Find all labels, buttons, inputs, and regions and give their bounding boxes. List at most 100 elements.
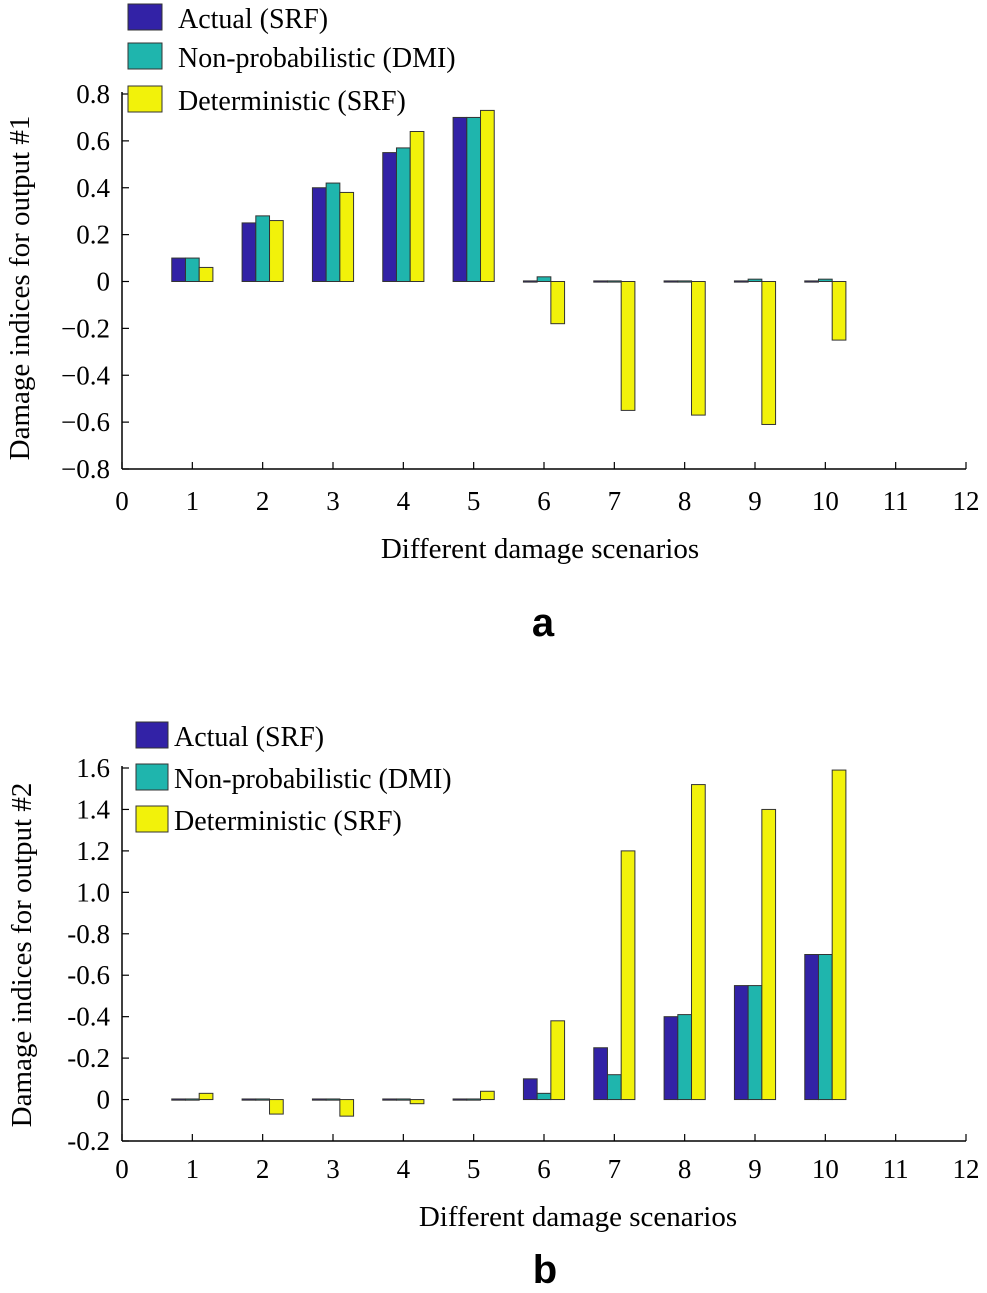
bar-dmi-scenario-6 <box>536 1092 552 1101</box>
legend-label-deterministic: Deterministic (SRF) <box>178 86 406 117</box>
y-tick-label: 0.6 <box>76 126 110 156</box>
y-tick-labels-panel-a: 0.8 0.6 0.4 0.2 0 −0.2 −0.4 −0.6 −0.8 <box>61 79 110 484</box>
bar-deterministic-scenario-3 <box>339 191 355 282</box>
bar-deterministic-scenario-6 <box>550 281 566 325</box>
bar-deterministic-scenario-7 <box>620 850 636 1101</box>
bar-dmi-scenario-1 <box>184 257 200 282</box>
bar-dmi-scenario-3 <box>325 1098 341 1101</box>
bar-dmi-scenario-8 <box>677 280 693 283</box>
x-tick-label: 2 <box>256 1154 270 1184</box>
legend-label-dmi: Non-probabilistic (DMI) <box>178 43 456 74</box>
bar-actual-scenario-9 <box>733 985 749 1101</box>
y-tick-label: −0.4 <box>61 360 110 390</box>
bar-deterministic-scenario-2 <box>269 1099 284 1115</box>
x-tick-label: 4 <box>397 1154 411 1184</box>
x-tick-labels-panel-a: 0 1 2 3 4 5 6 7 8 9 10 11 12 <box>115 486 979 516</box>
bar-actual-scenario-6 <box>522 280 538 283</box>
legend-swatch-dmi <box>135 763 169 791</box>
bar-deterministic-scenario-3 <box>339 1099 355 1117</box>
bar-actual-scenario-1 <box>171 1098 186 1101</box>
y-axis-label-panel-b: Damage indices for output #2 <box>6 783 38 1128</box>
bars-panel-a <box>171 109 847 425</box>
bar-dmi-scenario-7 <box>606 280 622 283</box>
legend-swatch-deterministic <box>135 805 169 833</box>
bar-actual-scenario-10 <box>804 954 819 1101</box>
bar-dmi-scenario-4 <box>395 1098 411 1101</box>
x-tick-label: 7 <box>608 486 622 516</box>
bar-deterministic-scenario-9 <box>761 281 777 425</box>
bar-dmi-scenario-3 <box>325 182 341 282</box>
bar-actual-scenario-6 <box>522 1078 538 1101</box>
bar-actual-scenario-2 <box>241 222 257 283</box>
x-tick-label: 12 <box>953 486 980 516</box>
axes-panel-a <box>121 92 967 470</box>
bar-actual-scenario-8 <box>663 280 679 283</box>
y-tick-labels-panel-b: 1.6 1.4 1.2 1.0 -0.8 -0.6 -0.4 -0.2 0 -0.2 <box>67 753 110 1156</box>
bar-dmi-scenario-7 <box>606 1074 622 1101</box>
x-axis-label-panel-b: Different damage scenarios <box>419 1201 737 1233</box>
bar-deterministic-scenario-4 <box>409 1099 425 1105</box>
x-tick-labels-panel-b: 0 1 2 3 4 5 6 7 8 9 10 11 12 <box>115 1154 979 1184</box>
x-tick-label: 10 <box>812 1154 839 1184</box>
bar-actual-scenario-1 <box>171 257 186 282</box>
legend-label-actual: Actual (SRF) <box>178 4 328 35</box>
legend-swatch-deterministic <box>127 85 163 113</box>
bar-dmi-scenario-8 <box>677 1014 693 1101</box>
y-axis-label-panel-a: Damage indices for output #1 <box>4 116 36 461</box>
bar-deterministic-scenario-10 <box>831 769 847 1101</box>
x-tick-label: 1 <box>186 1154 200 1184</box>
bar-actual-scenario-5 <box>452 1098 468 1101</box>
x-tick-label: 1 <box>186 486 200 516</box>
legend-panel-b: Actual (SRF) Non-probabilistic (DMI) Det… <box>135 721 452 837</box>
panel-label-b: b <box>533 1248 557 1292</box>
bar-actual-scenario-8 <box>663 1016 679 1101</box>
bar-dmi-scenario-1 <box>184 1098 200 1101</box>
bar-deterministic-scenario-10 <box>831 281 847 341</box>
x-tick-label: 11 <box>883 1154 909 1184</box>
bar-actual-scenario-3 <box>311 1098 327 1101</box>
x-tick-label: 12 <box>953 1154 980 1184</box>
y-tick-label: 0 <box>97 1085 111 1115</box>
bar-dmi-scenario-4 <box>395 147 411 282</box>
bar-deterministic-scenario-5 <box>480 1090 495 1101</box>
bar-deterministic-scenario-2 <box>269 220 284 282</box>
legend-label-dmi: Non-probabilistic (DMI) <box>174 764 452 795</box>
bar-dmi-scenario-9 <box>747 278 763 283</box>
y-tick-label: -0.6 <box>67 960 110 990</box>
y-tick-label: 0.2 <box>76 220 110 250</box>
x-tick-label: 4 <box>397 486 411 516</box>
bar-dmi-scenario-10 <box>817 278 833 283</box>
bar-dmi-scenario-5 <box>466 116 482 282</box>
bar-deterministic-scenario-8 <box>691 281 706 416</box>
y-tick-label: −0.6 <box>61 407 110 437</box>
bar-actual-scenario-5 <box>452 116 468 282</box>
bar-deterministic-scenario-1 <box>198 266 214 283</box>
x-tick-label: 0 <box>115 486 129 516</box>
bar-actual-scenario-3 <box>311 187 327 282</box>
x-tick-label: 8 <box>678 1154 692 1184</box>
bar-deterministic-scenario-9 <box>761 808 777 1101</box>
y-tick-label: 1.2 <box>76 836 110 866</box>
bar-dmi-scenario-10 <box>817 954 833 1101</box>
legend-swatch-dmi <box>127 42 163 70</box>
panel-label-a: a <box>532 601 555 645</box>
bars-panel-b <box>171 769 847 1117</box>
x-tick-label: 5 <box>467 1154 481 1184</box>
bar-dmi-scenario-5 <box>466 1098 482 1101</box>
legend-panel-a: Actual (SRF) Non-probabilistic (DMI) Det… <box>127 3 456 117</box>
bar-dmi-scenario-9 <box>747 985 763 1101</box>
bar-deterministic-scenario-4 <box>409 131 425 282</box>
y-tick-label: -0.4 <box>67 1002 110 1032</box>
y-tick-label: −0.2 <box>61 313 110 343</box>
bar-actual-scenario-7 <box>593 280 608 283</box>
bar-actual-scenario-2 <box>241 1098 257 1101</box>
bar-actual-scenario-4 <box>382 1098 397 1101</box>
x-tick-label: 0 <box>115 1154 129 1184</box>
y-tick-label: 0 <box>97 267 111 297</box>
x-tick-label: 5 <box>467 486 481 516</box>
legend-label-actual: Actual (SRF) <box>174 722 324 753</box>
x-tick-label: 3 <box>326 486 340 516</box>
